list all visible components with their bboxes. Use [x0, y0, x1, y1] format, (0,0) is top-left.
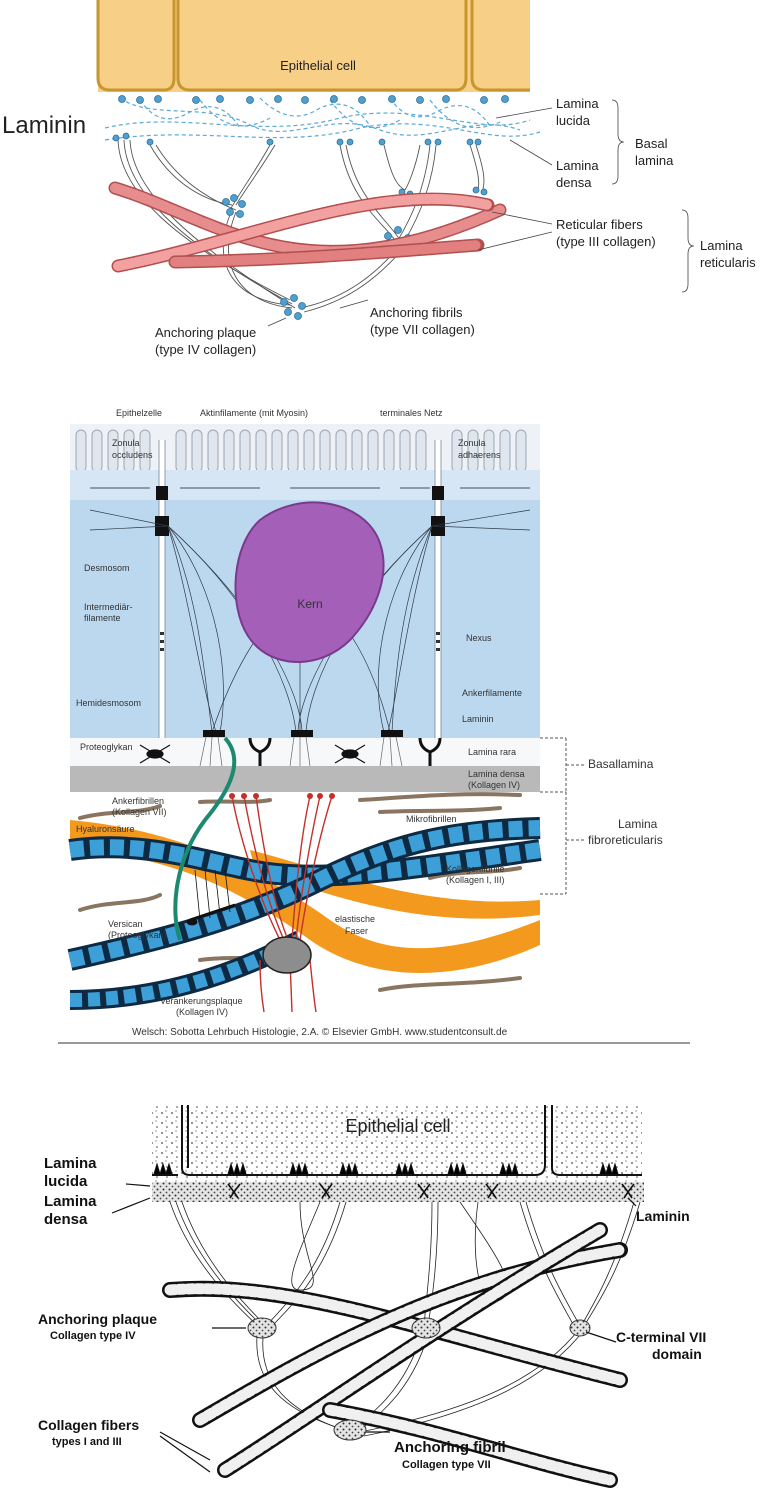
epithelial-cell-label-3: Epithelial cell — [345, 1116, 450, 1136]
hyaluronsaeure-label: Hyaluronsäure — [76, 824, 135, 834]
anchoring-fibrils — [117, 139, 485, 313]
proteoglycans — [139, 744, 366, 764]
anchoring-filaments — [199, 736, 403, 767]
basal-lamina-diagram-3: Epithelial cell — [38, 1105, 706, 1488]
basallamina-label: Basallamina — [588, 757, 654, 771]
anchoring-plaque-label: Anchoring plaque (type IV collagen) — [155, 325, 256, 357]
layer-brackets — [540, 737, 584, 895]
anchoring-plaques-3 — [247, 1317, 591, 1441]
cell-borders-3 — [152, 1105, 642, 1176]
verankerungsplaque-label: Verankerungsplaque (Kollagen IV) — [160, 996, 243, 1017]
leader-lines — [267, 99, 695, 327]
lamina-reticularis-label: Lamina reticularis — [700, 238, 756, 270]
anchoring-fibrils-label: Anchoring fibrils (type VII collagen) — [370, 305, 475, 337]
laminin-network — [104, 97, 541, 141]
epithelzelle-label: Epithelzelle — [116, 408, 162, 418]
proteoglykan-label: Proteoglykan — [80, 742, 133, 752]
nucleus — [234, 501, 385, 663]
reticular-fibers — [108, 181, 507, 273]
nucleus-label: Kern — [297, 597, 322, 611]
anchoring-plaque-label-3: Anchoring plaque Collagen type IV — [38, 1311, 157, 1342]
hemidesmosom-label: Hemidesmosom — [76, 698, 141, 708]
lamina-densa-label-de: Lamina densa (Kollagen IV) — [468, 769, 525, 790]
intermediate-filaments — [89, 509, 531, 733]
desmosom-label: Desmosom — [84, 563, 130, 573]
lamina-lucida-label: Lamina lucida — [556, 96, 599, 128]
basal-lamina-label: Basal lamina — [635, 136, 674, 168]
lamina-densa-label: Lamina densa — [556, 158, 599, 190]
lamina-densa-band — [70, 766, 540, 792]
ankerfibrillen-label: Ankerfibrillen (Kollagen VII) — [112, 796, 167, 817]
verankerungsplaque — [262, 936, 312, 974]
laminin-beads — [118, 95, 509, 104]
terminales-netz-label: terminales Netz — [380, 408, 443, 418]
hemidesmosome-tufts — [153, 1162, 619, 1176]
basal-lamina-diagram-2: Kern elastische Faser — [58, 408, 690, 1044]
intermediaer-label: Intermediär-filamente — [84, 602, 133, 623]
nexus-label: Nexus — [466, 633, 492, 643]
laminin-crosses — [248, 737, 442, 766]
aktinfilamente-label: Aktinfilamente (mit Myosin) — [200, 408, 308, 418]
laminin-marks — [227, 1183, 635, 1199]
epithelial-cell-label: Epithelial cell — [280, 58, 356, 73]
collagen-fibers-label-3: Collagen fibers types I and III — [38, 1417, 139, 1448]
ankerfilamente-label: Ankerfilamente — [462, 688, 522, 698]
lamina-densa-3 — [152, 1182, 644, 1202]
basal-lamina-diagram-1: Epithelial cell — [2, 0, 756, 357]
c-terminal-label-3: C-terminal VII domain — [616, 1329, 706, 1362]
mikrofibrillen-label: Mikrofibrillen — [406, 814, 457, 824]
anchoring-fibrils-red — [231, 795, 333, 1013]
zonula-occludens-label: Zonula occludens — [112, 438, 153, 460]
lamina-lucida-label-3: Lamina lucida — [44, 1155, 97, 1190]
versican — [186, 869, 236, 926]
versican-label: Versican (Proteoglykan) — [108, 919, 167, 940]
lamina-fibroreticularis-label: Lamina fibroreticularis — [588, 817, 663, 847]
reticular-fibers-label: Reticular fibers (type III collagen) — [556, 217, 656, 249]
microfibrils — [78, 792, 522, 992]
lamina-rara-label: Lamina rara — [468, 747, 516, 757]
junctions — [155, 486, 445, 536]
nexus — [160, 632, 440, 651]
laminin-label-3: Laminin — [636, 1208, 690, 1224]
hemidesmosomes — [203, 730, 403, 737]
laminin-label: Laminin — [2, 112, 86, 139]
anchoring-fibril-label-3: Anchoring fibril Collagen type VII — [394, 1439, 506, 1471]
anchoring-fibril-ends — [229, 793, 335, 799]
zonula-adhaerens-label: Zonula adhaerens — [458, 438, 501, 460]
epithelial-cells — [96, 0, 530, 92]
collagen-fibers-3 — [162, 1222, 628, 1488]
lamina-densa-label-3: Lamina densa — [44, 1193, 97, 1228]
microvilli — [75, 429, 527, 473]
hyaluronan-strand — [173, 736, 237, 941]
kollagenfibrille-label: Kollagenfibrille (Kollagen I, III) — [446, 864, 505, 885]
credit-line: Welsch: Sobotta Lehrbuch Histologie, 2.A… — [132, 1027, 508, 1038]
stippled-epithelium — [152, 1105, 642, 1193]
leader-lines-3 — [111, 1183, 637, 1473]
laminin-label-de: Laminin — [462, 714, 494, 724]
elastic-fiber-label: elastische Faser — [335, 914, 375, 936]
anchoring-plaques — [112, 132, 488, 320]
